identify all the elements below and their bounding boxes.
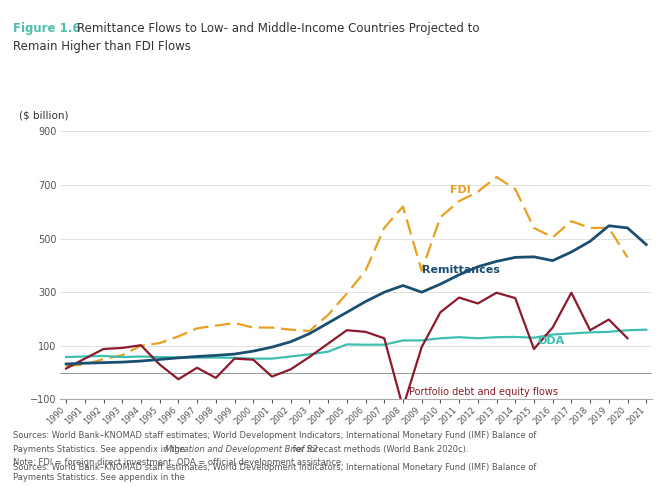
Text: Payments Statistics. See appendix in the: Payments Statistics. See appendix in the — [13, 445, 188, 453]
Text: Note: FDI = foreign direct investment; ODA = official development assistance.: Note: FDI = foreign direct investment; O… — [13, 458, 344, 467]
Text: Migration and Development Brief 32: Migration and Development Brief 32 — [165, 445, 317, 453]
Text: Portfolio debt and equity flows: Portfolio debt and equity flows — [409, 387, 558, 397]
Text: FDI: FDI — [450, 185, 470, 195]
Text: for forecast methods (World Bank 2020c).: for forecast methods (World Bank 2020c). — [290, 445, 468, 453]
Text: ($ billion): ($ billion) — [19, 111, 69, 121]
Text: Sources: World Bank–KNOMAD staff estimates; World Development Indicators; Intern: Sources: World Bank–KNOMAD staff estimat… — [13, 463, 537, 482]
Text: Remain Higher than FDI Flows: Remain Higher than FDI Flows — [13, 40, 192, 53]
Text: ODA: ODA — [538, 336, 565, 346]
Text: Figure 1.6: Figure 1.6 — [13, 22, 81, 35]
Text: Remittances: Remittances — [421, 265, 499, 276]
Text: Sources: World Bank–KNOMAD staff estimates; World Development Indicators; Intern: Sources: World Bank–KNOMAD staff estimat… — [13, 431, 537, 440]
Text: Remittance Flows to Low- and Middle-Income Countries Projected to: Remittance Flows to Low- and Middle-Inco… — [77, 22, 480, 35]
